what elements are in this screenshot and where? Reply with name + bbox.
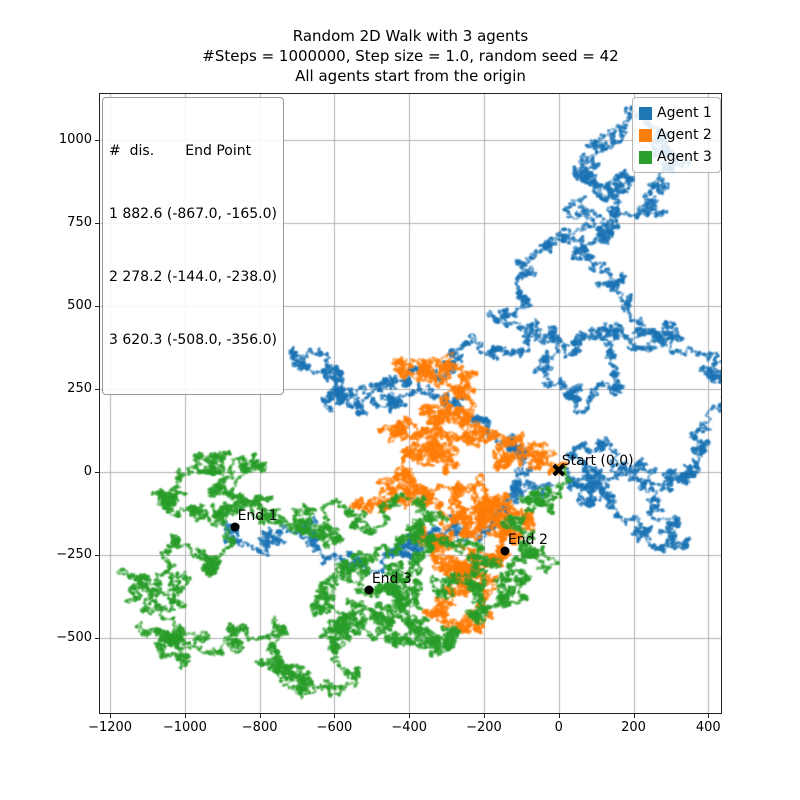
x-tick-label: −600 [316,720,353,735]
legend-item-agent-3: Agent 3 [639,146,712,168]
x-tick-mark [483,714,485,718]
y-tick-mark [95,223,99,225]
x-tick-mark [708,714,710,718]
stats-row: 3 620.3 (-508.0, -356.0) [109,332,277,348]
annotation-label: End 2 [507,532,548,549]
x-tick-label: 200 [621,720,646,735]
stats-row: 2 278.2 (-144.0, -238.0) [109,269,277,285]
x-tick-mark [633,714,635,718]
x-tick-mark [409,714,411,718]
y-tick-mark [95,306,99,308]
y-tick-mark [95,389,99,391]
x-tick-label: −800 [241,720,278,735]
annotation-label: Start (0,0) [561,453,634,470]
end-point-marker-icon [364,585,374,595]
y-tick-label: −500 [56,629,92,645]
chart-title: Random 2D Walk with 3 agents [292,27,529,45]
legend-label-agent-1: Agent 1 [657,105,712,121]
chart-title-block: Random 2D Walk with 3 agents #Steps = 10… [100,26,721,86]
chart-subtitle: #Steps = 1000000, Step size = 1.0, rando… [202,47,619,65]
y-tick-label: 250 [67,381,92,397]
x-tick-mark [558,714,560,718]
y-tick-label: 500 [67,298,92,314]
y-tick-label: 1000 [58,132,92,148]
end-point-marker-icon [500,546,510,556]
y-tick-label: 750 [67,215,92,231]
legend: Agent 1 Agent 2 Agent 3 [632,97,721,173]
legend-item-agent-1: Agent 1 [639,102,712,124]
x-tick-label: −1000 [162,720,207,735]
y-tick-mark [95,140,99,142]
legend-swatch-agent-3 [639,150,652,164]
legend-swatch-agent-1 [639,106,652,120]
x-tick-label: −1200 [88,720,133,735]
annotation-label: End 1 [237,507,278,524]
x-tick-mark [184,714,186,718]
x-tick-mark [110,714,112,718]
y-tick-mark [95,637,99,639]
x-tick-label: 400 [695,720,721,735]
stats-box: # dis. End Point 1 882.6 (-867.0, -165.0… [102,97,284,395]
stats-header: # dis. End Point [109,143,252,159]
x-tick-label: 0 [554,720,563,735]
x-tick-mark [259,714,261,718]
legend-label-agent-3: Agent 3 [657,149,712,165]
x-tick-mark [334,714,336,718]
y-tick-label: −250 [56,547,92,562]
start-x-marker-icon: ✖ [550,460,567,483]
legend-swatch-agent-2 [639,128,652,142]
chart-subtitle-2: All agents start from the origin [295,67,526,85]
annotation-label: End 3 [371,571,412,588]
y-tick-label: 0 [83,464,92,480]
x-tick-label: −400 [391,720,428,735]
y-tick-mark [95,555,99,556]
y-tick-mark [95,472,99,474]
end-point-marker-icon [230,522,240,532]
legend-item-agent-2: Agent 2 [639,124,712,146]
legend-label-agent-2: Agent 2 [657,127,712,143]
stats-row: 1 882.6 (-867.0, -165.0) [109,206,277,222]
x-tick-label: −200 [466,720,502,735]
